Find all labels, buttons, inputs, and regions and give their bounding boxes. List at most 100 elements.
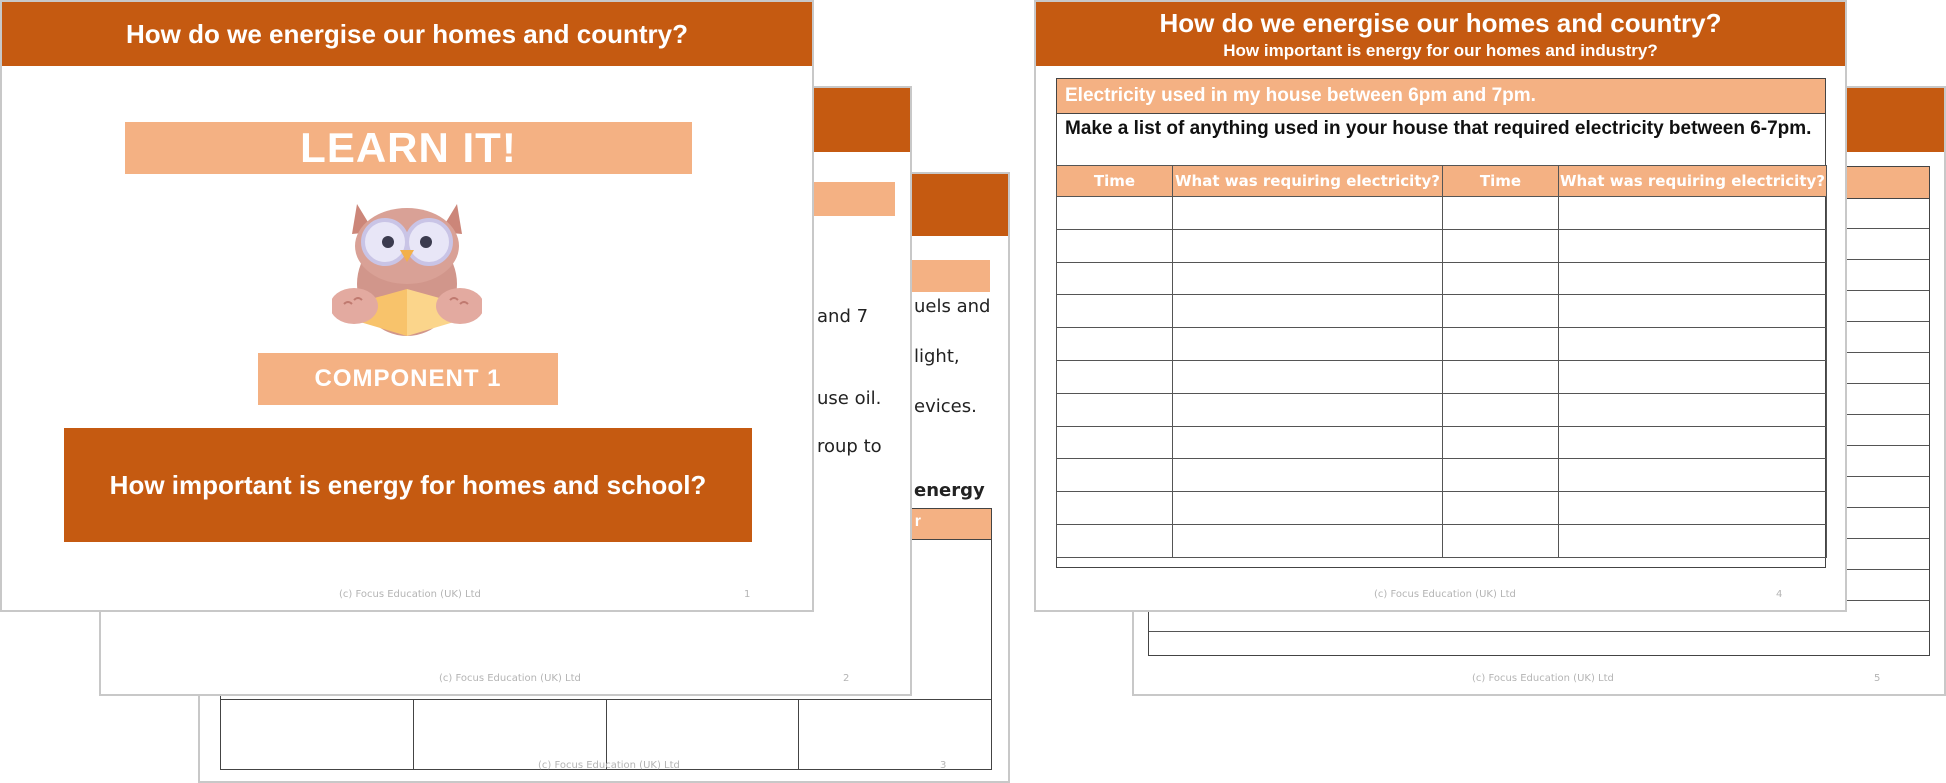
- table-cell[interactable]: [1172, 359, 1443, 394]
- section-bar: Electricity used in my house between 6pm…: [1057, 79, 1825, 114]
- table-cell[interactable]: [1558, 392, 1827, 427]
- slide-2-text-2: use oil.: [817, 388, 882, 409]
- slide-4[interactable]: How do we energise our homes and country…: [1034, 0, 1847, 612]
- table-cell[interactable]: [1172, 294, 1443, 329]
- table-cell[interactable]: [1056, 491, 1173, 525]
- table-cell[interactable]: [1558, 294, 1827, 329]
- table-row: [1056, 228, 1827, 263]
- slide-5-page-number: 5: [1874, 673, 1881, 684]
- table-cell[interactable]: [1442, 359, 1559, 394]
- slide-3-text-4: energy: [914, 480, 985, 501]
- slide-3-table-divider-2: [606, 700, 607, 769]
- table-cell[interactable]: [1172, 523, 1443, 558]
- table-cell[interactable]: [1056, 458, 1173, 493]
- table-cell[interactable]: [1056, 261, 1173, 296]
- table-cell[interactable]: [1172, 392, 1443, 427]
- table-cell[interactable]: [1056, 392, 1173, 427]
- table-row: [1056, 261, 1827, 296]
- table-row: [1056, 425, 1827, 460]
- table-cell[interactable]: [1056, 425, 1173, 460]
- table-row: [1056, 491, 1827, 525]
- table-cell[interactable]: [1558, 261, 1827, 296]
- instruction-text: Make a list of anything used in your hou…: [1065, 118, 1812, 139]
- table-cell[interactable]: [1442, 458, 1559, 493]
- slide-4-content-box: Electricity used in my house between 6pm…: [1056, 78, 1827, 568]
- slide-3-text-2: light,: [914, 346, 960, 367]
- table-cell[interactable]: [1558, 327, 1827, 361]
- slide-4-subtitle: How important is energy for our homes an…: [1223, 41, 1658, 60]
- slide-1-footer: (c) Focus Education (UK) Ltd: [339, 589, 481, 600]
- slide-4-title: How do we energise our homes and country…: [1159, 8, 1722, 38]
- electricity-table-body: [1056, 196, 1827, 558]
- learn-it-banner: LEARN IT!: [125, 122, 692, 174]
- table-cell[interactable]: [1442, 261, 1559, 296]
- column-header-time-2: Time: [1442, 165, 1559, 197]
- table-row: [1056, 523, 1827, 558]
- table-row: [1056, 294, 1827, 329]
- table-cell[interactable]: [1056, 359, 1173, 394]
- table-cell[interactable]: [1172, 228, 1443, 263]
- slide-1-header: How do we energise our homes and country…: [2, 2, 812, 66]
- table-cell[interactable]: [1172, 425, 1443, 460]
- table-cell[interactable]: [1558, 425, 1827, 460]
- table-cell[interactable]: [1442, 491, 1559, 525]
- column-header-time-1: Time: [1056, 165, 1173, 197]
- section-bar-text: Electricity used in my house between 6pm…: [1065, 85, 1536, 106]
- learn-it-text: LEARN IT!: [300, 124, 517, 171]
- owl-reading-book-icon: [330, 184, 484, 340]
- table-cell[interactable]: [1442, 523, 1559, 558]
- slide-4-header: How do we energise our homes and country…: [1036, 2, 1845, 66]
- table-cell[interactable]: [1442, 294, 1559, 329]
- electricity-table: Time What was requiring electricity? Tim…: [1056, 165, 1827, 558]
- slide-1-page-number: 1: [744, 589, 751, 600]
- table-cell[interactable]: [1442, 327, 1559, 361]
- table-cell[interactable]: [1558, 228, 1827, 263]
- table-row: [1056, 359, 1827, 394]
- slide-3-text-3: evices.: [914, 396, 977, 417]
- component-badge: COMPONENT 1: [258, 353, 558, 405]
- table-row: [1056, 458, 1827, 493]
- table-cell[interactable]: [1172, 196, 1443, 230]
- table-cell[interactable]: [1558, 458, 1827, 493]
- slide-3-text-1: uels and: [914, 296, 991, 317]
- slide-2-footer: (c) Focus Education (UK) Ltd: [439, 673, 581, 684]
- slide-3-page-number: 3: [940, 760, 947, 771]
- table-cell[interactable]: [1056, 228, 1173, 263]
- slide-3-table-header-text: r: [914, 513, 921, 530]
- slide-4-page-number: 4: [1776, 589, 1783, 600]
- table-cell[interactable]: [1558, 196, 1827, 230]
- table-cell[interactable]: [1056, 196, 1173, 230]
- slide-3-table-divider-3: [798, 700, 799, 769]
- table-cell[interactable]: [1172, 261, 1443, 296]
- table-cell[interactable]: [1558, 491, 1827, 525]
- table-row: [1056, 392, 1827, 427]
- slide-1[interactable]: How do we energise our homes and country…: [0, 0, 814, 612]
- table-cell[interactable]: [1442, 425, 1559, 460]
- slide-3-footer: (c) Focus Education (UK) Ltd: [538, 760, 680, 771]
- column-header-item-1: What was requiring electricity?: [1172, 165, 1443, 197]
- table-cell[interactable]: [1172, 327, 1443, 361]
- slide-1-title: How do we energise our homes and country…: [126, 18, 688, 49]
- slide-2-page-number: 2: [843, 673, 850, 684]
- table-cell[interactable]: [1442, 228, 1559, 263]
- question-box: How important is energy for homes and sc…: [64, 428, 752, 542]
- slide-2-text-3: roup to: [817, 436, 882, 457]
- slide-4-footer: (c) Focus Education (UK) Ltd: [1374, 589, 1516, 600]
- table-cell[interactable]: [1442, 392, 1559, 427]
- table-cell[interactable]: [1558, 523, 1827, 558]
- slide-2-text-1: and 7: [817, 306, 869, 327]
- slide-3-table-bottom-row: [221, 699, 991, 769]
- table-cell[interactable]: [1558, 359, 1827, 394]
- table-cell[interactable]: [1056, 327, 1173, 361]
- component-badge-text: COMPONENT 1: [314, 365, 502, 392]
- table-cell[interactable]: [1172, 491, 1443, 525]
- question-text: How important is energy for homes and sc…: [109, 469, 707, 500]
- table-cell[interactable]: [1172, 458, 1443, 493]
- table-cell[interactable]: [1442, 196, 1559, 230]
- table-row: [1056, 327, 1827, 361]
- table-cell[interactable]: [1056, 523, 1173, 558]
- column-header-item-2: What was requiring electricity?: [1558, 165, 1827, 197]
- table-cell[interactable]: [1056, 294, 1173, 329]
- table-row: [1056, 196, 1827, 230]
- slide-5-footer: (c) Focus Education (UK) Ltd: [1472, 673, 1614, 684]
